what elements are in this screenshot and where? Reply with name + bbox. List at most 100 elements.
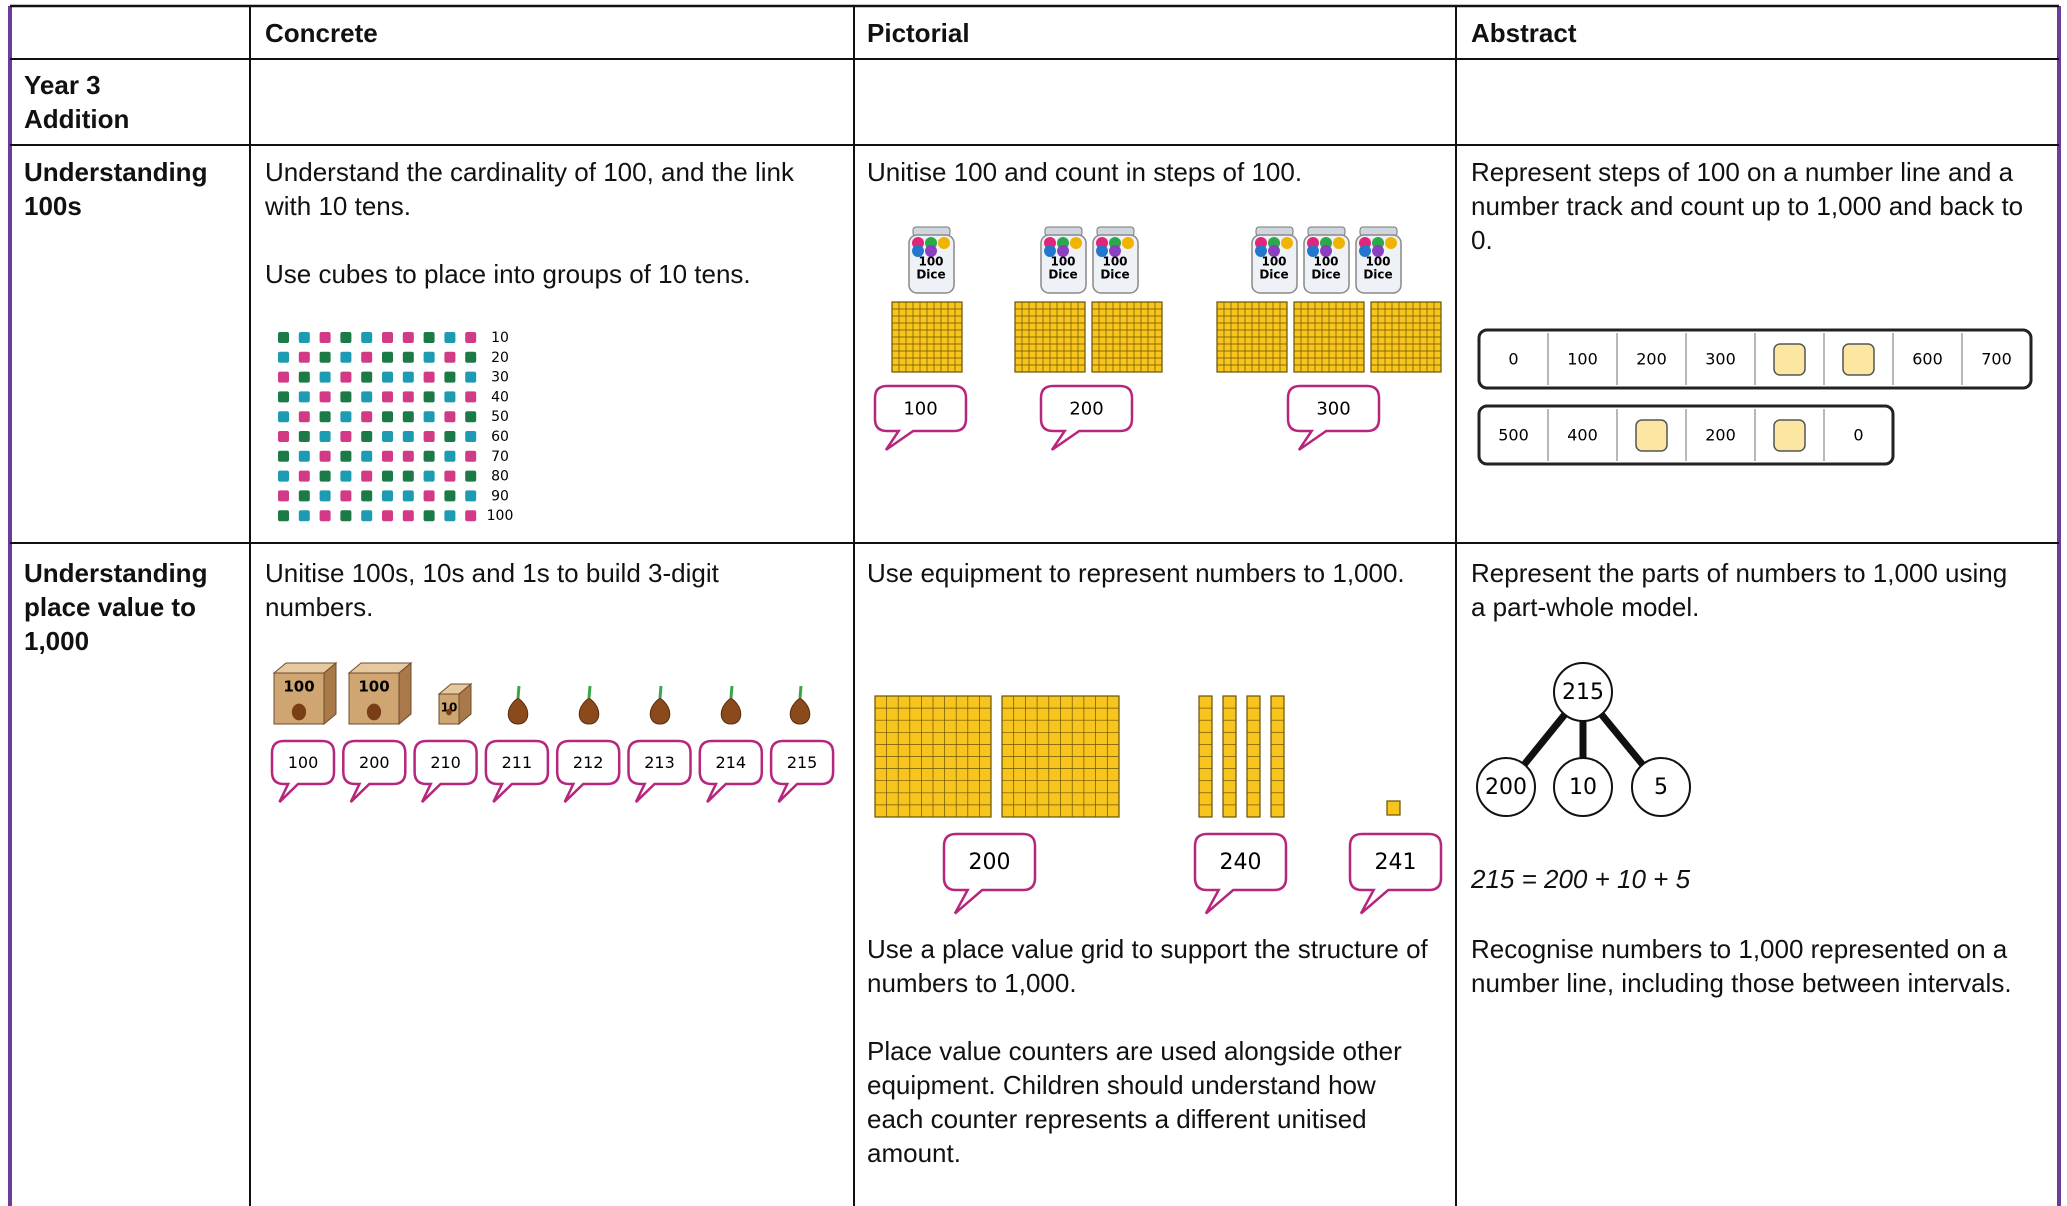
cube (402, 391, 414, 403)
cube (382, 490, 393, 502)
dice (1109, 245, 1121, 257)
dice (912, 245, 924, 257)
concrete-text: Unitise 100s, 10s and 1s to build 3-digi… (265, 556, 825, 658)
dice (1268, 245, 1280, 257)
cube (382, 470, 393, 482)
cube (361, 431, 373, 442)
box-label: 100 (358, 678, 389, 696)
cube (382, 391, 393, 403)
cube (444, 431, 456, 442)
track-value: 200 (1636, 350, 1667, 369)
header: Concrete (265, 18, 378, 48)
bubble-label: 212 (573, 753, 604, 772)
dice (1359, 245, 1371, 257)
cube (319, 470, 331, 482)
cube (298, 411, 310, 423)
paragraph: Unitise 100s, 10s and 1s to build 3-digi… (265, 558, 719, 622)
cube (319, 450, 331, 462)
paragraph: Place value counters are used alongside … (867, 1036, 1402, 1168)
cube-count: 30 (491, 370, 509, 386)
cube (298, 431, 310, 442)
cube (361, 351, 373, 363)
abstract-text: Recognise numbers to 1,000 represented o… (1471, 932, 2026, 1034)
cube (361, 450, 373, 462)
cube (278, 332, 289, 343)
concrete-text: Understand the cardinality of 100, and t… (265, 155, 825, 325)
sprout (798, 685, 803, 699)
speech-bubble (484, 739, 550, 803)
cube (319, 490, 331, 502)
bubble-label: 100 (288, 753, 319, 772)
speech-bubble (627, 739, 692, 803)
box-front (348, 672, 400, 725)
cube (423, 332, 435, 343)
cube (340, 510, 352, 522)
speech-bubble (1193, 832, 1288, 915)
cube (402, 470, 414, 482)
section-line: Addition (24, 104, 130, 134)
paragraph: Use cubes to place into groups of 10 ten… (265, 259, 751, 289)
dice (938, 237, 950, 249)
cube (340, 391, 352, 403)
cube (465, 431, 477, 442)
jar-label: 100 (1313, 255, 1338, 269)
cube (340, 332, 352, 343)
jar-label: 100 (1365, 255, 1390, 269)
cube (298, 391, 310, 403)
track-value: 700 (1981, 350, 2012, 369)
header: Abstract (1471, 18, 1577, 48)
cube (278, 371, 289, 383)
cube-count: 50 (491, 409, 509, 425)
blank-box (1842, 343, 1875, 376)
cube (278, 470, 289, 482)
speech-bubble (1348, 832, 1443, 915)
bubble-label: 200 (1069, 399, 1103, 420)
abstract-text: Represent steps of 100 on a number line … (1471, 155, 2026, 291)
cube (402, 431, 414, 442)
speech-bubble (698, 739, 764, 803)
sprout (729, 685, 734, 699)
purple-border (2057, 6, 2061, 1206)
speech-bubble (1039, 384, 1134, 451)
sprout (658, 685, 663, 699)
cube (382, 450, 393, 462)
cube (340, 431, 352, 442)
bubble-label: 214 (716, 753, 747, 772)
speech-bubble (942, 832, 1037, 915)
cube (423, 351, 435, 363)
cube (319, 391, 331, 403)
cube (382, 510, 393, 522)
box-side (323, 661, 337, 726)
cube (340, 371, 352, 383)
cube-count: 60 (491, 429, 509, 445)
cube (402, 490, 414, 502)
part-circle (1553, 757, 1613, 817)
cube (423, 470, 435, 482)
bubble-label: 210 (430, 753, 461, 772)
cube (298, 371, 310, 383)
header: Pictorial (867, 18, 970, 48)
jar-label: Dice (1311, 268, 1340, 282)
cube (298, 490, 310, 502)
cube (319, 351, 331, 363)
cube (465, 450, 477, 462)
cube-count: 80 (491, 469, 509, 485)
cube (278, 391, 289, 403)
paragraph: Represent the parts of numbers to 1,000 … (1471, 558, 2008, 622)
cube (382, 431, 393, 442)
cube (361, 411, 373, 423)
dice (1333, 237, 1345, 249)
one-cube (1386, 800, 1401, 816)
dice (1070, 237, 1082, 249)
paragraph: Use a place value grid to support the st… (867, 934, 1428, 998)
jar-label: Dice (1363, 268, 1392, 282)
cube (340, 450, 352, 462)
track-value: 500 (1498, 426, 1529, 445)
bulb (366, 703, 382, 721)
jar-label: Dice (1259, 268, 1288, 282)
dice (1307, 245, 1319, 257)
jar-label: 100 (918, 255, 943, 269)
paragraph: Use equipment to represent numbers to 1,… (867, 558, 1405, 588)
onion (507, 697, 529, 725)
cube (444, 391, 456, 403)
